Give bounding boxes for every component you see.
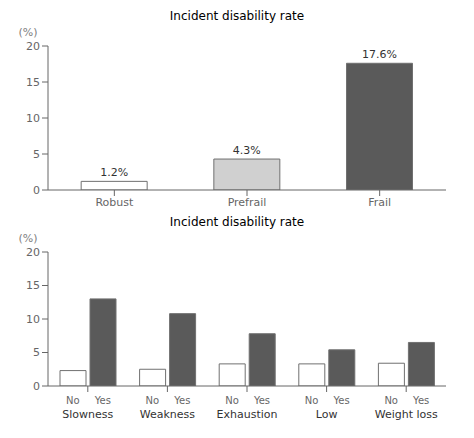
svg-text:Yes: Yes (94, 395, 111, 406)
svg-text:Yes: Yes (253, 395, 270, 406)
svg-text:0: 0 (33, 380, 40, 393)
svg-text:Yes: Yes (173, 395, 190, 406)
svg-text:Prefrail: Prefrail (228, 196, 267, 209)
svg-text:20: 20 (26, 40, 40, 53)
svg-text:Slowness: Slowness (62, 408, 113, 420)
svg-text:15: 15 (26, 76, 40, 89)
svg-text:4.3%: 4.3% (233, 144, 261, 157)
svg-text:Weakness: Weakness (140, 408, 196, 420)
svg-text:No: No (225, 395, 239, 406)
svg-text:(%): (%) (18, 232, 37, 245)
svg-text:Frail: Frail (368, 196, 391, 209)
svg-text:(%): (%) (18, 26, 37, 39)
svg-text:1.2%: 1.2% (100, 166, 128, 179)
svg-text:Exhaustion: Exhaustion (217, 408, 278, 420)
svg-text:No: No (66, 395, 80, 406)
svg-text:Yes: Yes (333, 395, 350, 406)
html-text:Incident disability rate: Incident disability rate (169, 9, 305, 23)
svg-text:Low: Low (316, 408, 338, 420)
svg-text:Yes: Yes (412, 395, 429, 406)
svg-text:No: No (305, 395, 319, 406)
svg-text:0: 0 (33, 184, 40, 197)
svg-text:17.6%: 17.6% (362, 48, 397, 61)
svg-text:10: 10 (26, 313, 40, 326)
svg-text:10: 10 (26, 112, 40, 125)
svg-text:5: 5 (33, 346, 40, 359)
html-text:Incident disability rate: Incident disability rate (169, 215, 305, 229)
svg-text:20: 20 (26, 246, 40, 259)
svg-text:Robust: Robust (95, 196, 134, 209)
svg-text:Weight loss: Weight loss (375, 408, 438, 420)
svg-text:5: 5 (33, 148, 40, 161)
svg-text:No: No (384, 395, 398, 406)
svg-text:15: 15 (26, 279, 40, 292)
svg-text:No: No (146, 395, 160, 406)
